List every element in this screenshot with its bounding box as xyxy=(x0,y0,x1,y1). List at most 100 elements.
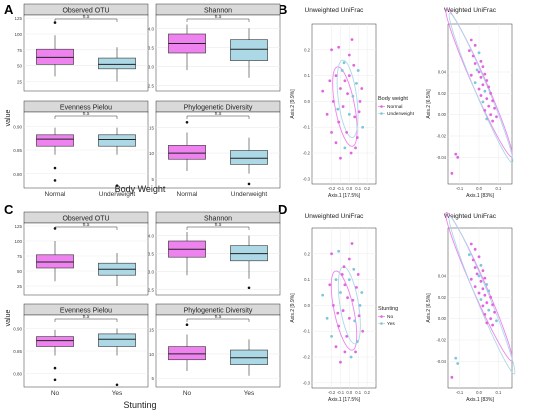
box-no xyxy=(168,323,206,371)
data-point xyxy=(485,117,489,121)
box-yes xyxy=(230,339,268,376)
data-point xyxy=(350,38,354,41)
x-tick-label: -0.1 xyxy=(337,186,345,191)
data-point xyxy=(337,324,341,328)
x-axis-title: Axis.1 [83%] xyxy=(466,397,494,403)
box-body xyxy=(36,48,74,65)
y-tick-label: 0.0 xyxy=(304,303,310,308)
x-category-label: Yes xyxy=(112,390,123,397)
data-point xyxy=(467,253,471,257)
data-point xyxy=(485,283,489,286)
data-point xyxy=(454,152,458,156)
facet-title: Evenness Pielou xyxy=(60,105,112,112)
data-point xyxy=(353,319,357,323)
y-tick-label: 25 xyxy=(17,80,23,85)
data-point xyxy=(325,112,329,116)
box-body xyxy=(168,145,206,160)
data-point xyxy=(342,61,346,65)
y-tick-label: 3.5 xyxy=(148,252,155,257)
x-tick-label: 0.1 xyxy=(355,186,361,191)
outlier-point xyxy=(247,182,251,186)
y-tick-label: 100 xyxy=(14,32,22,37)
y-tick-label: 100 xyxy=(14,239,22,244)
outlier-point xyxy=(115,383,119,387)
y-tick-label: -0.1 xyxy=(303,125,311,130)
y-tick-label: -0.2 xyxy=(303,151,311,156)
box-underweight xyxy=(230,28,268,78)
panel-letter-c: C xyxy=(4,202,14,217)
x-tick-label: 0.1 xyxy=(496,390,502,395)
y-tick-label: 2.5 xyxy=(148,288,155,293)
data-point xyxy=(321,89,325,93)
data-point xyxy=(343,350,347,354)
pcoa-weighted-unifrac: Weighted UniFrac -0.1 0.0 0.1 -0.04 -0.02 0.00… xyxy=(426,7,514,199)
data-point xyxy=(347,53,351,57)
data-point xyxy=(360,291,364,294)
y-tick-label: 0.04 xyxy=(438,274,447,279)
data-point xyxy=(477,87,481,91)
data-point xyxy=(339,360,342,364)
y-tick-label: 3.0 xyxy=(148,64,155,69)
data-point xyxy=(347,316,351,320)
data-point xyxy=(350,242,354,245)
data-point xyxy=(495,115,498,119)
data-point xyxy=(355,136,359,139)
box-yes xyxy=(98,328,136,387)
data-point xyxy=(330,252,333,256)
data-point xyxy=(330,130,333,134)
data-point xyxy=(328,79,332,83)
data-point xyxy=(469,242,473,246)
outlier-point xyxy=(185,323,189,327)
data-point xyxy=(487,308,491,312)
legend-label: No xyxy=(387,314,393,320)
panel-letter-a: A xyxy=(4,2,14,17)
y-tick-label: 0.2 xyxy=(304,251,310,256)
y-axis-title: Axis.2 [6.5%] xyxy=(426,89,432,119)
x-tick-label: 0.0 xyxy=(346,390,352,395)
y-tick-label: 0.85 xyxy=(13,148,22,153)
data-point xyxy=(347,257,351,261)
outlier-point xyxy=(53,179,57,182)
box-body xyxy=(98,134,136,147)
y-tick-label: 15 xyxy=(149,328,155,333)
data-point xyxy=(352,267,356,271)
box-body xyxy=(36,254,74,269)
plot-title: Unweighted UniFrac xyxy=(305,213,365,220)
significance-bracket xyxy=(186,18,250,22)
data-point xyxy=(491,99,495,103)
significance-label: n.s xyxy=(83,314,90,320)
data-point xyxy=(345,334,349,338)
data-point xyxy=(477,70,481,74)
y-tick-label: 25 xyxy=(17,284,23,289)
x-tick-label: 0.0 xyxy=(476,390,482,395)
box-body xyxy=(168,346,206,361)
data-point xyxy=(342,265,346,269)
data-point xyxy=(495,319,498,323)
data-point xyxy=(352,63,356,67)
y-tick-label: -0.02 xyxy=(436,338,446,343)
outlier-point xyxy=(247,286,251,290)
facet-observed-otu: Observed OTU 25 50 75 100 125 n.s xyxy=(14,3,149,92)
data-point xyxy=(479,298,483,301)
data-point xyxy=(346,296,349,300)
panel-letter-d: D xyxy=(278,202,287,217)
data-point xyxy=(357,314,361,318)
data-point xyxy=(341,105,345,108)
legend-key-dot xyxy=(380,105,383,108)
data-point xyxy=(334,74,338,78)
data-point xyxy=(354,146,357,150)
confidence-ellipse xyxy=(332,66,358,147)
data-point xyxy=(351,298,355,302)
significance-bracket xyxy=(186,115,250,119)
y-tick-label: 2.5 xyxy=(148,83,155,88)
box-yes xyxy=(98,253,136,286)
y-axis-title: Axis.2 [9.9%] xyxy=(290,89,296,119)
data-point xyxy=(358,100,362,103)
x-tick-label: 0.1 xyxy=(496,186,502,191)
data-point xyxy=(356,273,360,276)
data-point xyxy=(346,92,349,96)
data-point xyxy=(341,309,345,312)
data-point xyxy=(489,295,493,299)
